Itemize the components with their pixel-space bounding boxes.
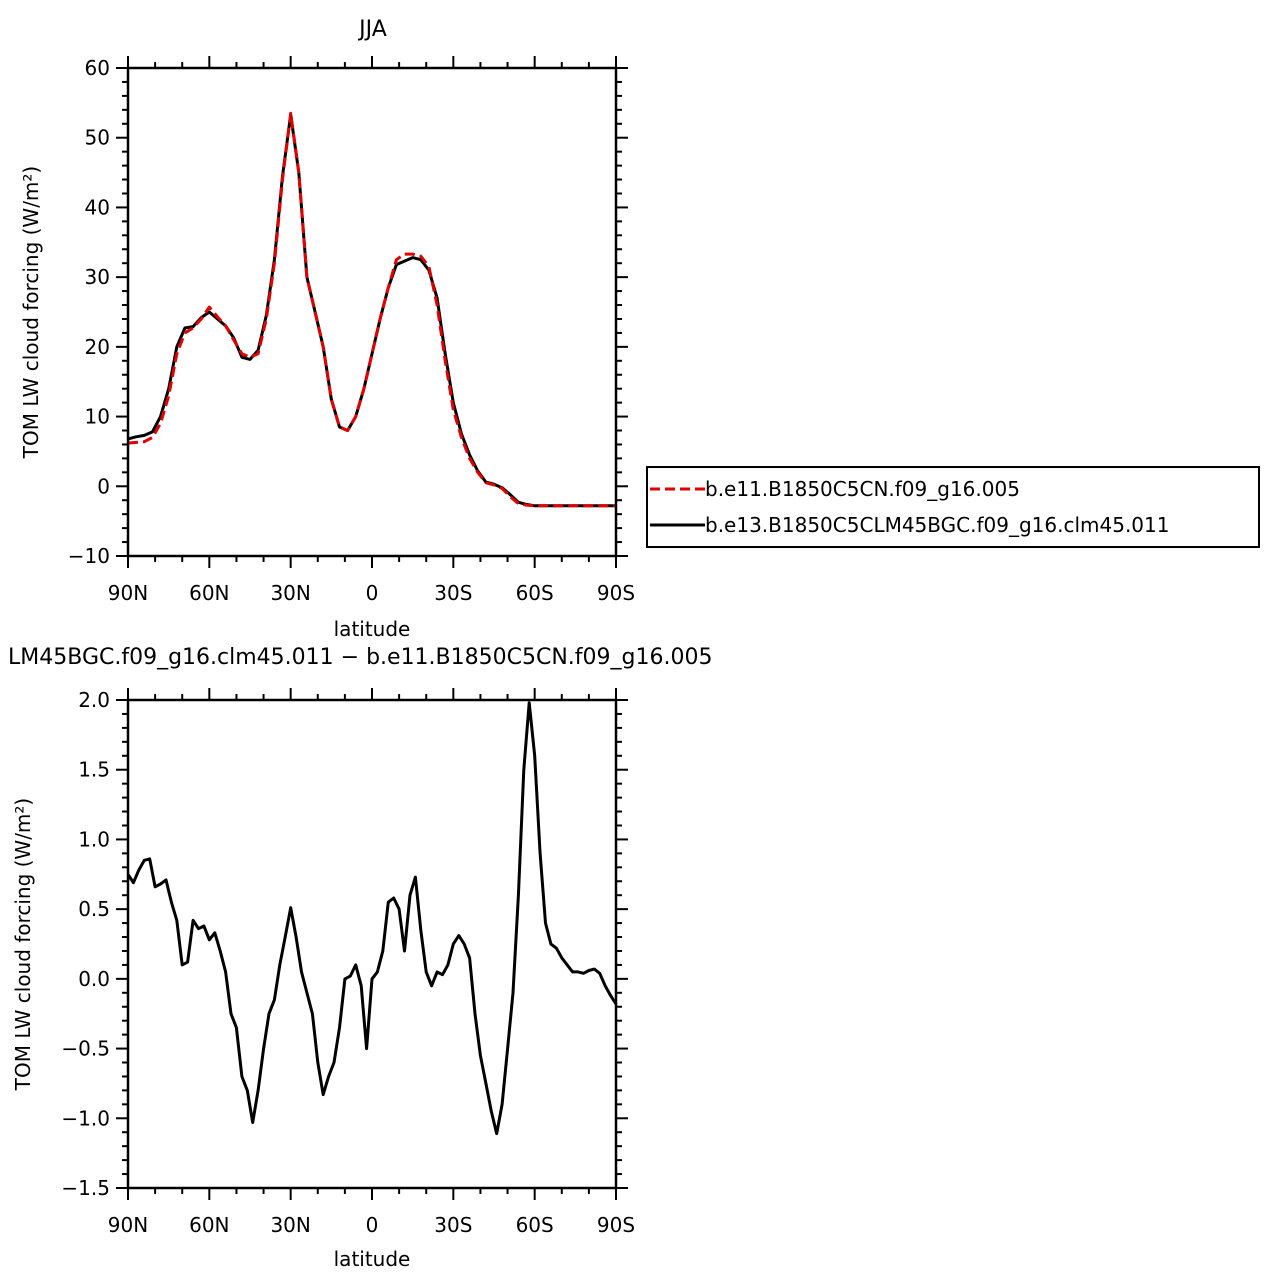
top-y-axis-title: TOM LW cloud forcing (W/m²): [19, 166, 43, 460]
top-x-tick-label: 60N: [189, 581, 229, 605]
legend-label-series-1: b.e11.B1850C5CN.f09_g16.005: [705, 477, 1020, 501]
top-x-tick-label: 30N: [270, 581, 310, 605]
top-y-tick-label: 20: [85, 335, 110, 359]
top-y-tick-label: 60: [85, 56, 110, 80]
bottom-y-tick-label: 1.5: [78, 758, 110, 782]
bottom-y-tick-label: −1.0: [61, 1106, 110, 1130]
top-y-tick-label: 40: [85, 195, 110, 219]
top-x-tick-label: 90N: [108, 581, 148, 605]
bottom-x-tick-label: 90N: [108, 1213, 148, 1237]
top-x-tick-label: 90S: [597, 581, 635, 605]
legend-box: [646, 466, 1260, 548]
top-x-tick-label: 30S: [434, 581, 472, 605]
top-y-tick-label: −10: [68, 544, 110, 568]
top-chart-title: JJA: [357, 17, 387, 42]
top-x-tick-label: 60S: [516, 581, 554, 605]
top-y-tick-label: 10: [85, 405, 110, 429]
top-plot-frame: [126, 66, 618, 558]
top-y-tick-label: 0: [97, 474, 110, 498]
bottom-y-tick-label: 0.0: [78, 967, 110, 991]
top-x-axis-title: latitude: [334, 617, 411, 641]
bottom-x-tick-label: 0: [366, 1213, 379, 1237]
bottom-y-axis-title: TOM LW cloud forcing (W/m²): [11, 798, 35, 1092]
bottom-y-tick-label: 0.5: [78, 897, 110, 921]
top-y-tick-label: 30: [85, 265, 110, 289]
top-series-line-2: [127, 113, 616, 508]
bottom-x-axis-title: latitude: [334, 1247, 411, 1271]
bottom-y-tick-label: 1.0: [78, 827, 110, 851]
legend-label-series-2: b.e13.B1850C5CLM45BGC.f09_g16.clm45.011: [705, 513, 1169, 537]
bottom-x-tick-label: 60S: [516, 1213, 554, 1237]
bottom-y-tick-label: 2.0: [78, 688, 110, 712]
bottom-x-tick-label: 90S: [597, 1213, 635, 1237]
bottom-chart: LM45BGC.f09_g16.clm45.011 − b.e11.B1850C…: [8, 645, 712, 1271]
bottom-chart-title: LM45BGC.f09_g16.clm45.011 − b.e11.B1850C…: [8, 645, 712, 670]
bottom-x-tick-label: 60N: [189, 1213, 229, 1237]
bottom-x-tick-label: 30N: [270, 1213, 310, 1237]
bottom-plot-frame: [126, 698, 618, 1190]
top-x-tick-label: 0: [366, 581, 379, 605]
bottom-y-tick-label: −0.5: [61, 1037, 110, 1061]
bottom-y-tick-label: −1.5: [61, 1176, 110, 1200]
legend: b.e11.B1850C5CN.f09_g16.005 b.e13.B1850C…: [646, 466, 1260, 548]
bottom-series-line-1: [126, 701, 618, 1136]
top-y-tick-label: 50: [85, 126, 110, 150]
bottom-x-tick-label: 30S: [434, 1213, 472, 1237]
top-series-line-1: [127, 111, 616, 508]
